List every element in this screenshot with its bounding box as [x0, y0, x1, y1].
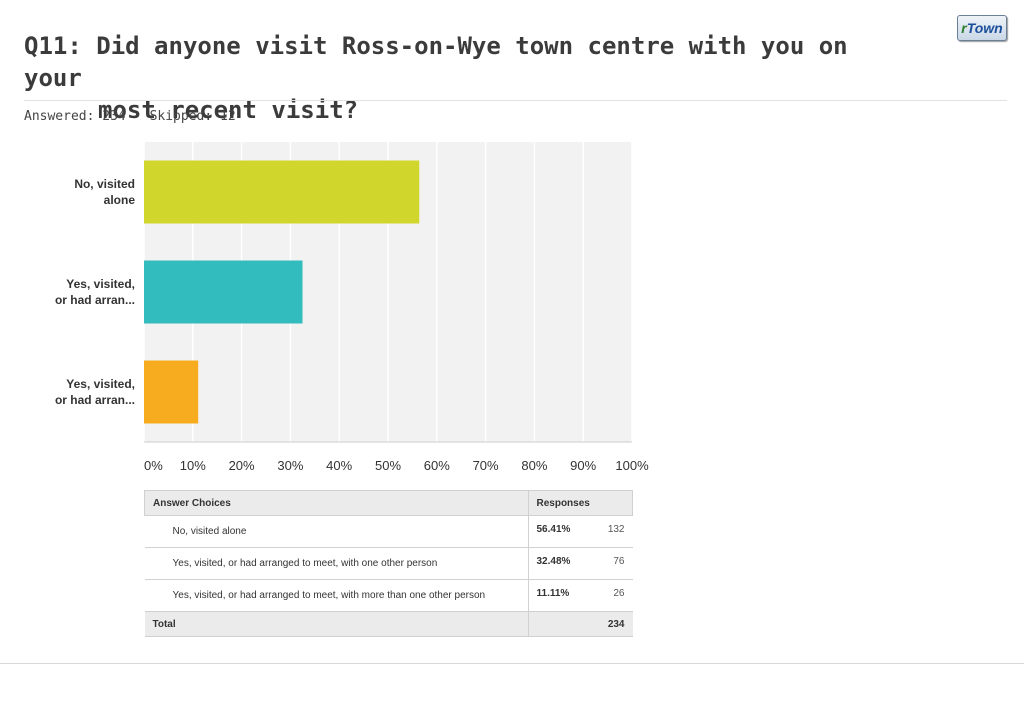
response-count: 76: [613, 556, 625, 567]
x-tick-label: 100%: [615, 458, 649, 473]
total-label: Total: [144, 611, 528, 637]
total-value: 234: [527, 611, 633, 637]
x-tick-label: 10%: [180, 458, 206, 473]
x-axis-tick-labels: 0% 10% 20% 30% 40% 50% 60% 70% 80% 90% 100%: [144, 458, 649, 473]
answered-count: Answered: 234: [24, 109, 126, 124]
category-label: Yes, visited, or had arran...: [55, 377, 135, 407]
x-tick-label: 60%: [424, 458, 450, 473]
category-labels: No, visited alone Yes, visited, or had arra…: [55, 177, 135, 407]
results-table: Answer Choices Responses No, visited alo…: [144, 490, 633, 637]
response-stats: Answered: 234 Skipped: 12: [24, 109, 252, 124]
category-label: Yes, visited, or had arran...: [55, 277, 135, 307]
bar: [144, 260, 303, 324]
total-row: Total 234: [144, 611, 633, 637]
bar: [144, 360, 199, 424]
response-percent: 56.41%: [536, 524, 571, 535]
header-divider: [24, 100, 1007, 101]
responses-header: Responses: [527, 490, 633, 516]
answer-choices-header: Answer Choices: [144, 490, 529, 516]
table-header-row: Answer Choices Responses: [144, 490, 633, 516]
response-percent: 11.11%: [536, 588, 570, 599]
x-tick-label: 90%: [570, 458, 596, 473]
x-tick-label: 70%: [473, 458, 499, 473]
skipped-count: Skipped: 12: [149, 109, 236, 124]
question-text-line1: Did anyone visit Ross-on-Wye town centre…: [24, 32, 848, 92]
bar-chart: No, visited alone Yes, visited, or had arra…: [55, 142, 649, 473]
x-tick-label: 40%: [326, 458, 352, 473]
answer-choice: Yes, visited, or had arranged to meet, w…: [144, 579, 529, 612]
question-number: Q11:: [24, 32, 82, 60]
category-label: No, visited alone: [74, 177, 135, 207]
x-tick-label: 30%: [277, 458, 303, 473]
x-tick-label: 0%: [144, 458, 163, 473]
x-tick-label: 50%: [375, 458, 401, 473]
bars: [144, 160, 420, 424]
x-tick-label: 20%: [229, 458, 255, 473]
answer-choice: Yes, visited, or had arranged to meet, w…: [144, 547, 529, 580]
bar: [144, 160, 420, 224]
answer-choice: No, visited alone: [144, 515, 529, 548]
response-cell: 11.11% 26: [527, 579, 633, 612]
table-row: Yes, visited, or had arranged to meet, w…: [144, 547, 633, 580]
x-tick-label: 80%: [521, 458, 547, 473]
response-cell: 56.41% 132: [527, 515, 633, 548]
response-cell: 32.48% 76: [527, 547, 633, 580]
response-count: 26: [613, 588, 625, 599]
table-row: No, visited alone 56.41% 132: [144, 515, 633, 548]
response-percent: 32.48%: [536, 556, 571, 567]
table-row: Yes, visited, or had arranged to meet, w…: [144, 579, 633, 612]
rtown-logo: rTown: [957, 15, 1007, 41]
response-count: 132: [607, 524, 625, 535]
footer-divider: [0, 663, 1024, 664]
